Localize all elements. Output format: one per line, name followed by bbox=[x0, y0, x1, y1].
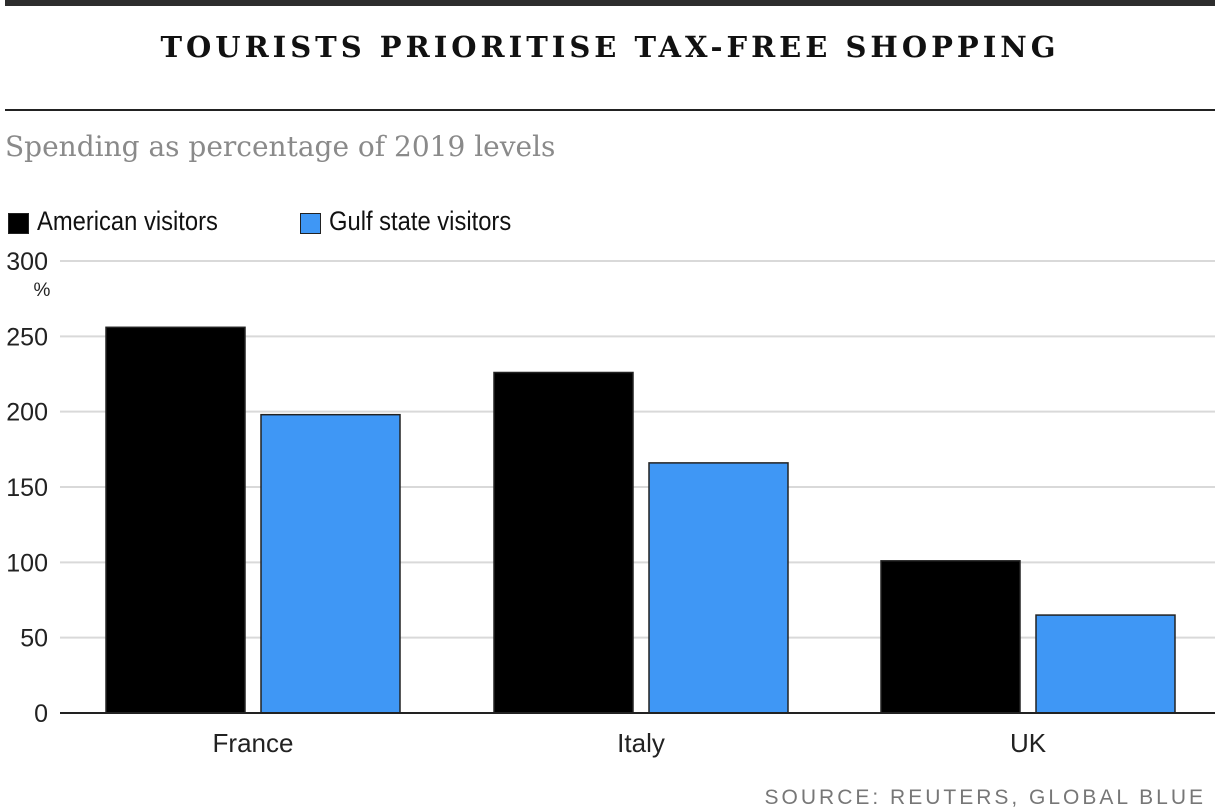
bar-american-visitors-italy bbox=[493, 371, 634, 714]
bar-american-visitors-uk bbox=[880, 560, 1021, 714]
legend-label-gulf: Gulf state visitors bbox=[329, 206, 512, 236]
y-tick-label: 50 bbox=[20, 625, 48, 653]
legend-label-american: American visitors bbox=[37, 206, 218, 236]
y-tick-label: 300 bbox=[6, 248, 48, 276]
source-note: SOURCE: REUTERS, GLOBAL BLUE bbox=[764, 786, 1206, 809]
legend-swatch-gulf bbox=[300, 213, 321, 234]
y-tick-label: 100 bbox=[6, 549, 48, 577]
x-category-label: Italy bbox=[617, 728, 665, 758]
title-divider bbox=[5, 109, 1215, 111]
y-tick-label: 250 bbox=[6, 323, 48, 351]
chart-subtitle: Spending as percentage of 2019 levels bbox=[5, 130, 556, 163]
bar-gulf-state-visitors-uk bbox=[1035, 614, 1176, 714]
chart-title: TOURISTS PRIORITISE TAX-FREE SHOPPING bbox=[160, 30, 1060, 64]
bar-american-visitors-france bbox=[105, 326, 246, 714]
bar-gulf-state-visitors-italy bbox=[648, 462, 789, 714]
x-category-label: UK bbox=[1010, 728, 1047, 758]
legend-swatch-american bbox=[8, 213, 29, 234]
bar-gulf-state-visitors-france bbox=[260, 413, 401, 714]
x-category-label: France bbox=[213, 728, 294, 758]
y-tick-label: 150 bbox=[6, 474, 48, 502]
y-unit-label: % bbox=[34, 280, 51, 301]
y-tick-label: 0 bbox=[34, 700, 48, 728]
top-rule bbox=[5, 0, 1215, 6]
y-tick-label: 200 bbox=[6, 399, 48, 427]
